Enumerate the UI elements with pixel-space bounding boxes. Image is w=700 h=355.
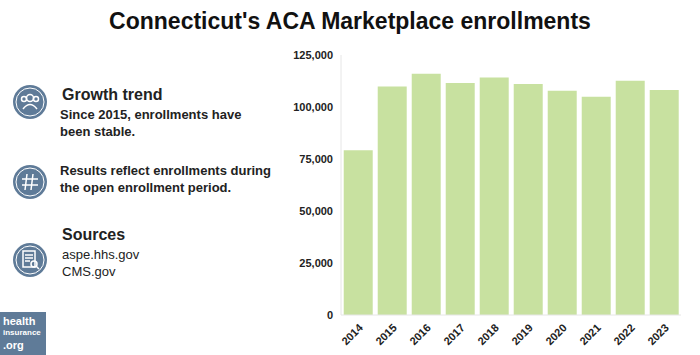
svg-text:25,000: 25,000 (299, 257, 333, 269)
html-text:Sources: Sources (62, 226, 126, 243)
html-text:health: health (3, 315, 36, 327)
html-text:Since 2015, enrollments have b: Since 2015, enrollments have been stable… (60, 107, 242, 139)
svg-text:2019: 2019 (509, 321, 535, 347)
svg-text:2023: 2023 (645, 321, 671, 347)
svg-text:2016: 2016 (407, 321, 433, 347)
html-text:insurance: insurance (3, 328, 41, 337)
html-text:Connecticut's ACA Marketplace: Connecticut's ACA Marketplace enrollment… (109, 8, 591, 34)
svg-text:2020: 2020 (543, 321, 569, 347)
svg-text:2018: 2018 (475, 321, 501, 347)
svg-text:125,000: 125,000 (293, 49, 333, 61)
html-text:.org: .org (3, 339, 24, 351)
html-text:CMS.gov: CMS.gov (62, 264, 116, 279)
svg-text:100,000: 100,000 (293, 101, 333, 113)
html-text:Growth trend: Growth trend (62, 86, 163, 103)
svg-text:0: 0 (327, 309, 333, 321)
svg-text:2015: 2015 (373, 321, 399, 347)
html-text:Results reflect enrollments du: Results reflect enrollments during the o… (60, 163, 271, 195)
html-text:aspe.hhs.gov: aspe.hhs.gov (62, 247, 140, 262)
svg-text:2021: 2021 (577, 321, 603, 347)
svg-text:75,000: 75,000 (299, 153, 333, 165)
svg-text:2017: 2017 (441, 321, 467, 347)
svg-text:2014: 2014 (339, 321, 365, 347)
svg-text:2022: 2022 (611, 321, 637, 347)
svg-text:50,000: 50,000 (299, 205, 333, 217)
